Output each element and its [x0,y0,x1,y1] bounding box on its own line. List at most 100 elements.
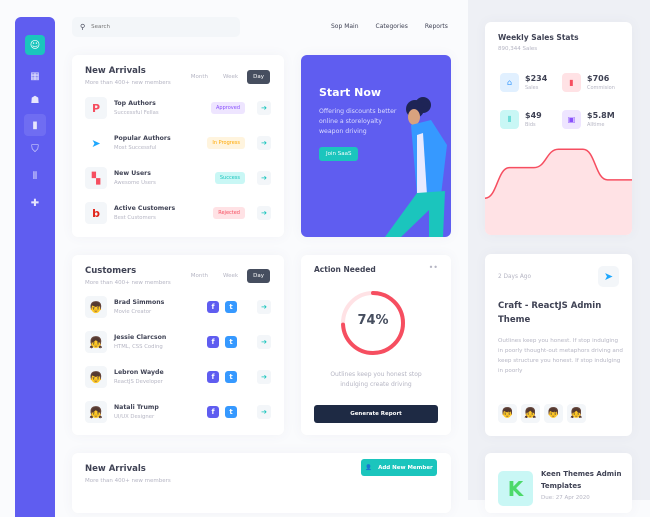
twitter-icon[interactable]: t [225,371,237,383]
facebook-icon[interactable]: f [207,371,219,383]
tab-week[interactable]: Week [223,273,239,279]
p-logo-icon: P [85,97,107,119]
card-subtitle: 890,344 Sales [498,46,538,52]
card-subtitle: More than 400+ new members [85,478,171,484]
customer-role: Movie Creator [114,309,152,315]
top-nav: Sop Main Categories Reports [331,23,448,30]
basket-icon: ⌂ [500,73,519,92]
avatar: 👧 [85,331,107,353]
library-icon: ⫴ [500,110,519,129]
twitter-icon[interactable]: t [225,406,237,418]
avatar[interactable]: 👦 [544,404,563,423]
stat-label: Alltime [587,122,605,128]
item-name: New Users [114,170,151,177]
tab-day[interactable]: Day [247,70,270,84]
avatar[interactable]: 👧 [567,404,586,423]
dashboard-icon[interactable]: ▦ [30,70,40,82]
progress-ring [341,291,405,355]
promo-card: Start Now Offering discounts better onli… [301,55,451,237]
status-badge: Approved [211,102,245,114]
arrow-right-icon[interactable]: ➔ [257,370,271,384]
stat-label: Bids [525,122,536,128]
arrow-right-icon[interactable]: ➔ [257,335,271,349]
avatar-group: 👦 👧 👦 👧 [498,404,590,423]
facebook-icon[interactable]: f [207,301,219,313]
avatar: 👦 [85,366,107,388]
customer-role: HTML, CSS Coding [114,344,163,350]
arrow-right-icon[interactable]: ➔ [257,171,271,185]
action-needed-card: Action Needed •• 74% Outlines keep you h… [301,255,451,435]
tab-month[interactable]: Month [190,273,209,279]
keen-logo: K [498,471,533,506]
tab-month[interactable]: Month [190,74,209,80]
customer-role: UI/UX Designer [114,414,155,420]
item-name: Top Authors [114,100,156,107]
library-icon[interactable]: ⫴ [32,170,38,182]
arrow-right-icon[interactable]: ➔ [257,405,271,419]
tab-week[interactable]: Week [223,74,239,80]
tab-day[interactable]: Day [247,269,270,283]
nav-reports[interactable]: Reports [424,23,448,30]
chart-icon[interactable]: ▮ [24,114,46,136]
stat-value: $5.8M [587,111,615,120]
item-name: Active Customers [114,205,176,212]
arrow-right-icon[interactable]: ➔ [257,101,271,115]
stat-item: ▣ $5.8M Alltime [562,110,615,129]
item-name: Popular Authors [114,135,171,142]
users-icon[interactable]: ☗ [30,94,40,106]
status-badge: In Progress [207,137,245,149]
post-date: 2 Days Ago [498,274,532,280]
user-avatar[interactable]: ☺ [25,35,45,55]
join-saas-button[interactable]: Join SaaS [319,147,359,161]
b-logo-icon: b [85,202,107,224]
button-label: Add New Member [378,464,433,471]
facebook-icon[interactable]: f [207,336,219,348]
twitter-icon[interactable]: t [225,336,237,348]
customer-role: ReactJS Developer [114,379,163,385]
search-bar[interactable]: ⚲ [72,17,240,37]
stat-item: ⫴ $49 Bids [500,110,542,129]
customer-name: Brad Simmons [114,299,165,306]
avatar: 👧 [85,401,107,423]
puzzle-logo-icon: ▚ [85,167,107,189]
keen-due: Due: 27 Apr 2020 [541,495,590,501]
progress-arc [341,291,405,355]
add-user-icon: 👤 [365,464,373,471]
list-item: 👧 Jessie Clarcson HTML, CSS Coding f t ➔ [85,330,271,354]
generate-report-button[interactable]: Generate Report [314,405,438,423]
post-title: Craft - ReactJS Admin Theme [498,301,602,325]
stat-item: ▮ $706 Commision [562,73,615,92]
search-input[interactable] [91,24,164,30]
shield-icon[interactable]: ⛉ [31,143,39,155]
keen-card: K Keen Themes Admin Templates Due: 27 Ap… [485,453,632,513]
action-text: Outlines keep you honest stop indulging … [330,371,422,388]
avatar: 👦 [85,296,107,318]
nav-sop-main[interactable]: Sop Main [331,23,359,30]
add-new-member-button[interactable]: 👤 Add New Member [361,459,437,476]
twitter-icon[interactable]: t [225,301,237,313]
more-icon[interactable]: •• [428,263,438,272]
facebook-icon[interactable]: f [207,406,219,418]
new-arrivals-card: New Arrivals More than 400+ new members … [72,55,284,237]
keen-title: Keen Themes Admin Templates [541,470,622,490]
sales-area-chart [485,148,632,235]
avatar[interactable]: 👦 [498,404,517,423]
status-badge: Rejected [213,207,245,219]
list-item: ➤ Popular Authors Most Successful In Prog… [85,131,271,155]
stat-value: $234 [525,74,548,83]
list-item: 👧 Natali Trump UI/UX Designer f t ➔ [85,400,271,424]
card-title: Action Needed [314,265,376,274]
stat-label: Commision [587,85,615,91]
card-subtitle: More than 400+ new members [85,80,171,86]
avatar[interactable]: 👧 [521,404,540,423]
arrow-right-icon[interactable]: ➔ [257,206,271,220]
file-plus-icon[interactable]: ✚ [30,197,40,209]
arrow-right-icon[interactable]: ➔ [257,300,271,314]
arrow-right-icon[interactable]: ➔ [257,136,271,150]
bar-chart-icon: ▮ [562,73,581,92]
status-badge: Success [214,172,245,184]
new-arrivals-card-2: New Arrivals More than 400+ new members … [72,453,451,513]
nav-categories[interactable]: Categories [375,23,408,30]
weekly-sales-card: Weekly Sales Stats 890,344 Sales ⌂ $234 S… [485,22,632,235]
woman-illustration [385,97,447,237]
